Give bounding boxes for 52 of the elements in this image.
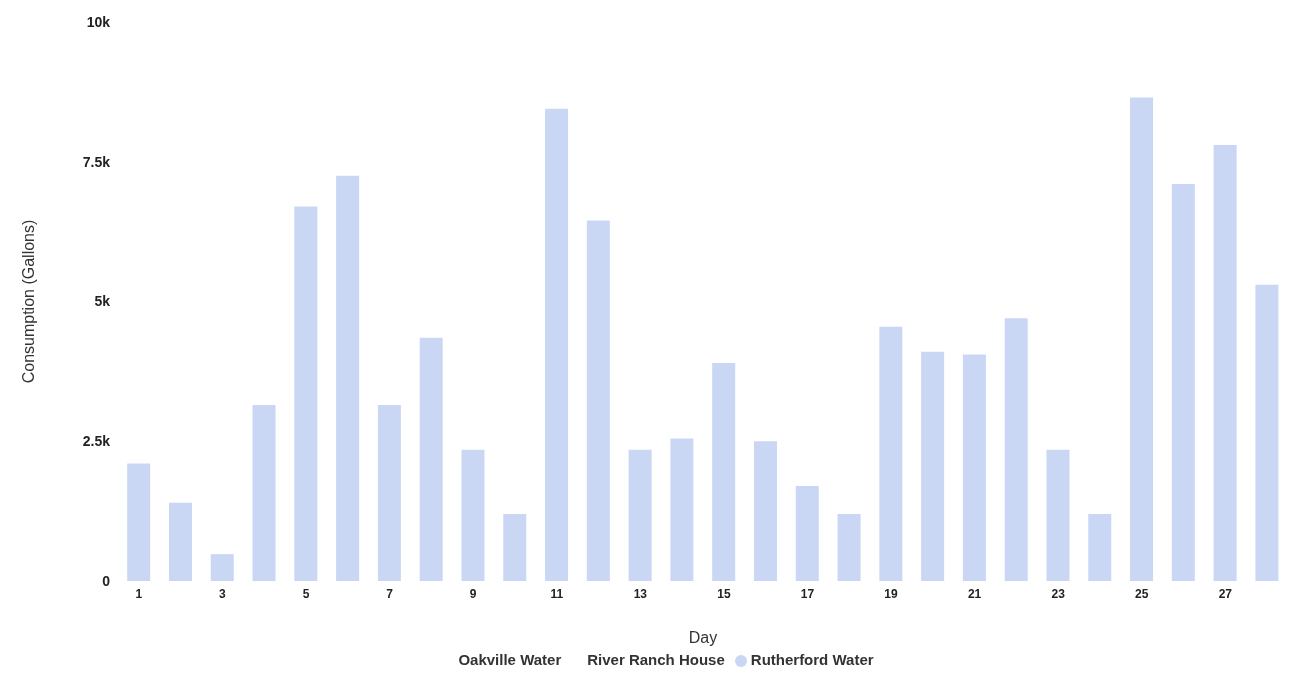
bar	[210, 554, 234, 581]
y-tick-label: 5k	[94, 293, 111, 310]
bar	[461, 449, 485, 581]
legend-label: Rutherford Water	[750, 651, 874, 668]
x-tick-label: 25	[1135, 586, 1149, 601]
bar	[586, 220, 610, 581]
x-tick-label: 1	[135, 586, 143, 601]
x-tick-label: 7	[386, 586, 394, 601]
bar	[753, 441, 777, 581]
text: River Ranch House	[587, 651, 725, 668]
x-tick-label: 13	[633, 586, 648, 601]
x-tick-label: 23	[1051, 586, 1066, 601]
bar	[545, 108, 569, 581]
bar	[921, 351, 945, 581]
bar	[670, 438, 694, 581]
bar	[1130, 97, 1154, 581]
bar	[795, 485, 819, 581]
y-tick-label: 10k	[86, 13, 111, 30]
bar	[294, 206, 318, 581]
bar	[962, 354, 986, 581]
bar	[336, 175, 360, 581]
bar	[419, 337, 443, 581]
bar	[712, 362, 736, 581]
bar	[1171, 184, 1195, 581]
x-tick-label: 9	[469, 586, 477, 601]
x-tick-label: 11	[550, 586, 564, 601]
bar	[377, 404, 401, 581]
bar	[1213, 144, 1237, 581]
text: Oakville Water	[458, 651, 562, 668]
bar	[168, 502, 192, 581]
bar	[1046, 449, 1070, 581]
y-tick-label: 0	[102, 572, 111, 589]
x-tick-label: 17	[800, 586, 815, 601]
x-tick-label: 19	[884, 586, 899, 601]
x-axis-title: Day	[688, 629, 718, 646]
y-tick-label: 7.5k	[82, 153, 111, 170]
x-tick-label: 27	[1218, 586, 1233, 601]
bar	[503, 513, 527, 581]
x-tick-label: 3	[219, 586, 227, 601]
y-axis-title: Consumption (Gallons)	[19, 219, 37, 384]
bar	[1255, 284, 1279, 581]
bar	[1088, 513, 1112, 581]
bar	[879, 326, 903, 581]
bar	[1004, 318, 1028, 581]
x-tick-label: 15	[717, 586, 731, 601]
bar	[252, 404, 276, 581]
x-tick-label: 21	[967, 586, 982, 601]
bar	[837, 513, 861, 581]
bar	[628, 449, 652, 581]
bar	[127, 463, 151, 581]
x-tick-label: 5	[302, 586, 310, 601]
y-tick-label: 2.5k	[82, 433, 111, 450]
